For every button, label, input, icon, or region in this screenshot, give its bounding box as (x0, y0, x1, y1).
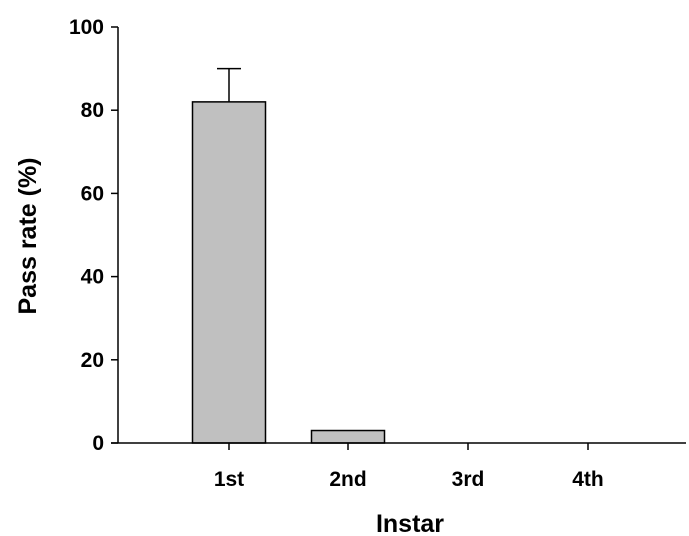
x-ticks-group: 1st 2nd 3rd 4th (214, 443, 604, 491)
x-tick-label: 4th (572, 468, 604, 491)
x-tick-label: 3rd (452, 468, 485, 491)
x-tick-label: 2nd (329, 468, 366, 491)
bars-group (191, 101, 386, 444)
axes-group (111, 27, 686, 444)
y-tick-label: 60 (81, 182, 104, 205)
x-tick-label: 1st (214, 468, 244, 491)
y-axis-title: Pass rate (%) (14, 157, 42, 314)
x-axis-title: Instar (376, 510, 444, 536)
error-bars-group (217, 67, 241, 102)
bar-2nd (310, 429, 386, 444)
bar-1st (191, 101, 267, 444)
y-tick-label: 40 (81, 266, 104, 289)
y-tick-label: 100 (69, 16, 104, 39)
y-tick-label: 0 (92, 432, 104, 455)
y-tick-label: 20 (81, 349, 104, 372)
error-bar-1st (217, 67, 241, 102)
y-ticks-group: 0 20 40 60 80 100 (69, 16, 118, 455)
y-tick-label: 80 (81, 99, 104, 122)
